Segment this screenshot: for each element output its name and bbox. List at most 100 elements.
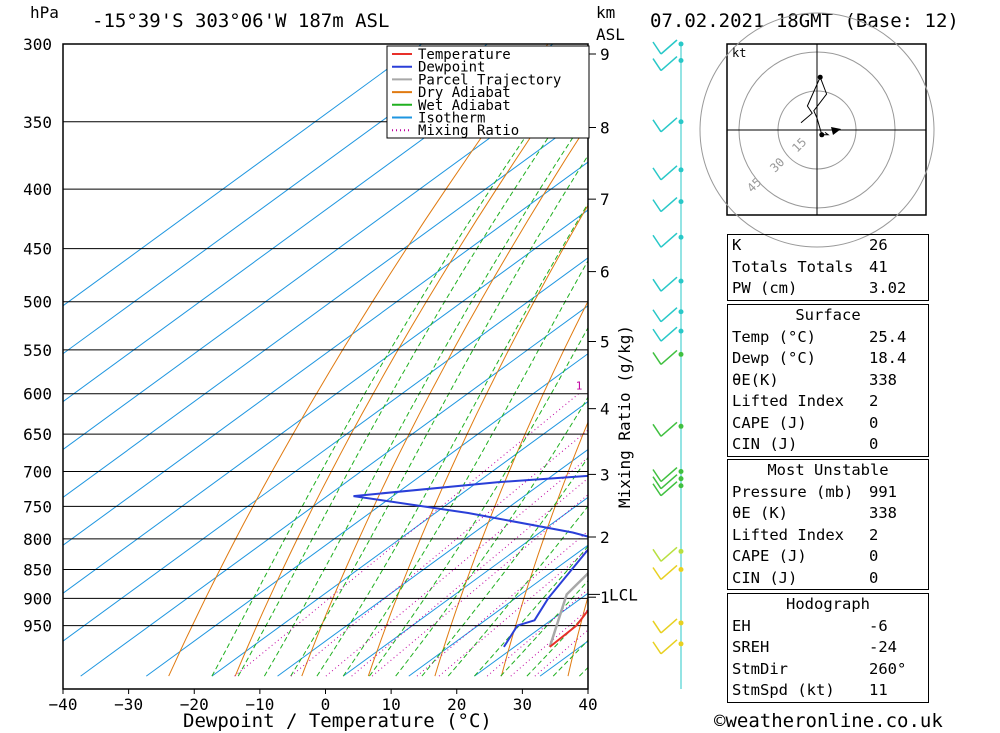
wet-adiabat-line bbox=[342, 259, 588, 677]
mixing-ratio-line bbox=[351, 477, 588, 677]
temperature-tick-label: 30 bbox=[513, 695, 532, 714]
eh-label: EH bbox=[732, 616, 751, 635]
wind-barb bbox=[660, 639, 678, 655]
pressure-tick-label: 900 bbox=[23, 589, 52, 608]
footer-site-link[interactable]: weatheronline.co.uk bbox=[725, 710, 943, 732]
mixing-ratio-line bbox=[510, 608, 588, 677]
wind-barb-feather bbox=[652, 328, 662, 342]
surface-theta-value: 338 bbox=[869, 370, 897, 389]
wind-barb bbox=[660, 349, 678, 365]
height-tick-label: 9 bbox=[600, 45, 610, 64]
pressure-tick-label: 500 bbox=[23, 293, 52, 312]
sreh-row: SREH -24 bbox=[728, 637, 928, 659]
plot-frame bbox=[62, 43, 589, 690]
dry-adiabat-line bbox=[367, 204, 588, 677]
pressure-tick-label: 300 bbox=[23, 35, 52, 54]
surface-temp-label: Temp (°C) bbox=[732, 327, 816, 346]
surface-dewp-label: Dewp (°C) bbox=[732, 349, 816, 367]
wind-barb bbox=[660, 421, 678, 437]
wind-barb bbox=[660, 481, 678, 497]
surface-temp-row: Temp (°C) 25.4 bbox=[728, 327, 928, 349]
mu-theta-row: θE (K) 338 bbox=[728, 503, 928, 525]
surface-theta-row: θE(K) 338 bbox=[728, 370, 928, 392]
surface-theta-label: θE(K) bbox=[732, 370, 779, 389]
legend-entry: Dewpoint bbox=[418, 60, 485, 76]
mixing-ratio-line bbox=[416, 530, 588, 677]
wind-barb-feather bbox=[652, 567, 662, 580]
legend-entry: Dry Adiabat bbox=[418, 85, 511, 101]
mu-li-row: Lifted Index 2 bbox=[728, 525, 928, 547]
isotherm-line bbox=[146, 353, 588, 677]
isotherm-line bbox=[63, 44, 488, 355]
stmspd-row: StmSpd (kt) 11 bbox=[728, 680, 928, 702]
wind-barb-feather bbox=[652, 351, 662, 365]
stmspd-label: StmSpd (kt) bbox=[732, 681, 835, 699]
wind-barb-point bbox=[678, 476, 684, 482]
dry-adiabat-line bbox=[168, 44, 549, 677]
sreh-value: -24 bbox=[869, 638, 897, 656]
wind-barb bbox=[660, 276, 678, 292]
surface-li-row: Lifted Index 2 bbox=[728, 391, 928, 413]
wind-barb-feather bbox=[652, 483, 662, 497]
wind-barb bbox=[660, 165, 678, 181]
mixing-ratio-label: 4 bbox=[686, 380, 693, 393]
pressure-tick-label: 550 bbox=[23, 341, 52, 360]
surface-cape-label: CAPE (J) bbox=[732, 413, 807, 432]
legend-entry: Temperature bbox=[418, 47, 511, 63]
hodograph-trace bbox=[800, 75, 830, 136]
pressure-tick-label: 400 bbox=[23, 180, 52, 199]
height-tick-label: 6 bbox=[600, 263, 610, 282]
wet-adiabat-line bbox=[263, 113, 588, 677]
wind-barb-point bbox=[678, 351, 684, 357]
indices-table: K 26 Totals Totals 41 PW (cm) 3.02 bbox=[727, 234, 929, 301]
wind-barb-feather bbox=[652, 167, 662, 181]
stmspd-value: 11 bbox=[869, 681, 888, 699]
mu-cin-value: 0 bbox=[869, 568, 879, 587]
wind-barb bbox=[660, 39, 678, 55]
wind-barb-feather bbox=[652, 423, 662, 437]
mu-cin-label: CIN (J) bbox=[732, 568, 798, 587]
pressure-tick-label: 750 bbox=[23, 497, 52, 516]
hodograph-ring bbox=[699, 12, 935, 248]
dry-adiabat-line bbox=[301, 123, 588, 677]
mu-cape-value: 0 bbox=[869, 547, 879, 565]
hodograph-point bbox=[817, 74, 823, 80]
wind-barb-point bbox=[678, 469, 684, 475]
height-tick-label: 4 bbox=[600, 400, 610, 419]
surface-table: Surface Temp (°C) 25.4 Dewp (°C) 18.4 θE(K… bbox=[727, 304, 929, 457]
wind-barb-point bbox=[678, 278, 684, 284]
wind-barb bbox=[660, 326, 678, 342]
totals-totals-label: Totals Totals bbox=[732, 257, 854, 276]
isotherm-line bbox=[63, 209, 588, 594]
isotherm-line bbox=[211, 400, 588, 677]
stmdir-label: StmDir bbox=[732, 659, 788, 678]
mu-cape-label: CAPE (J) bbox=[732, 547, 807, 565]
isotherm-line bbox=[63, 44, 554, 403]
surface-li-value: 2 bbox=[869, 392, 879, 410]
mu-cape-row: CAPE (J) 0 bbox=[728, 546, 928, 568]
wet-adiabat-line bbox=[211, 45, 588, 677]
pressure-tick-label: 700 bbox=[23, 463, 52, 482]
wet-adiabat-line bbox=[368, 326, 588, 677]
isotherm-line bbox=[63, 65, 588, 451]
pressure-tick-label: 350 bbox=[23, 113, 52, 132]
totals-totals-row: Totals Totals 41 bbox=[728, 257, 928, 279]
wind-barb-point bbox=[678, 620, 684, 626]
wind-barb-feather bbox=[652, 469, 662, 482]
stmdir-row: StmDir 260° bbox=[728, 659, 928, 681]
temperature-tick-label: 20 bbox=[447, 695, 466, 714]
mixing-ratio-label: 3 bbox=[662, 380, 669, 393]
temperature-tick-label: −30 bbox=[114, 695, 143, 714]
wind-barb-feather bbox=[652, 41, 662, 55]
wind-barb bbox=[660, 474, 678, 490]
wind-barb-feather bbox=[652, 620, 662, 634]
wet-adiabat-line bbox=[290, 154, 588, 677]
mu-theta-label: θE (K) bbox=[732, 504, 788, 522]
wet-adiabat-line bbox=[237, 77, 588, 677]
wind-barb-point bbox=[678, 58, 684, 64]
wind-barb-point bbox=[678, 119, 684, 125]
surface-dewp-value: 18.4 bbox=[869, 349, 907, 367]
storm-motion-marker bbox=[831, 127, 841, 135]
k-index-row: K 26 bbox=[728, 235, 928, 257]
wind-barb-feather bbox=[652, 119, 662, 133]
